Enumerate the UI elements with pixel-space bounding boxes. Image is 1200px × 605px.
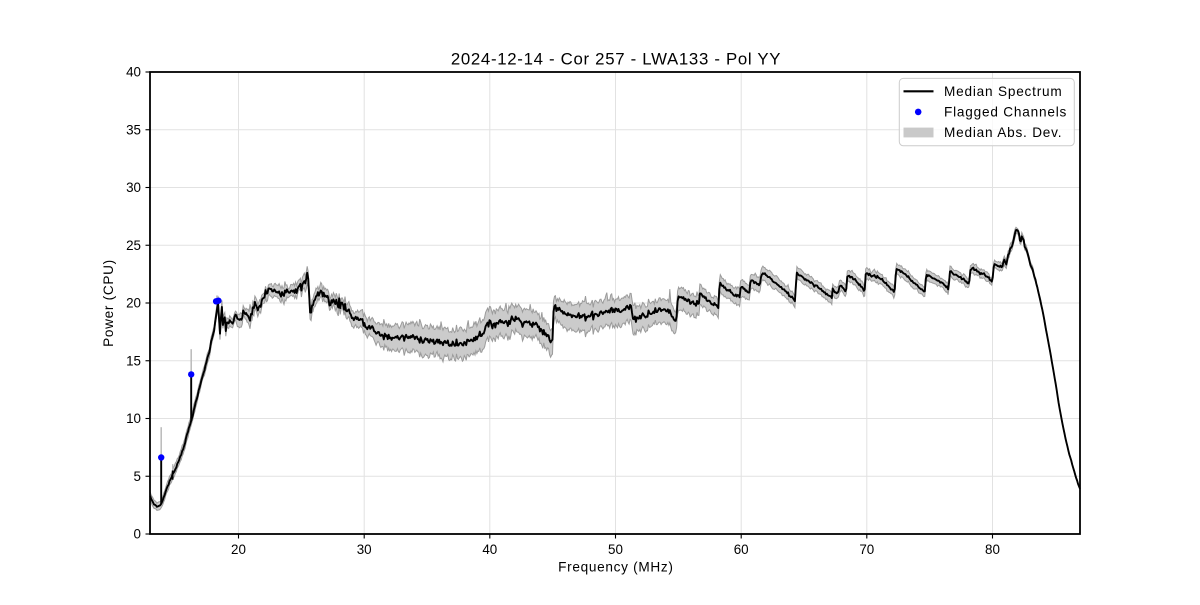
svg-text:50: 50: [608, 542, 623, 557]
svg-text:20: 20: [126, 296, 141, 311]
svg-text:Median Abs. Dev.: Median Abs. Dev.: [944, 125, 1062, 140]
svg-text:0: 0: [134, 527, 141, 542]
svg-text:20: 20: [231, 542, 246, 557]
svg-text:40: 40: [482, 542, 497, 557]
svg-text:Frequency (MHz): Frequency (MHz): [558, 560, 674, 575]
svg-text:15: 15: [126, 353, 141, 368]
svg-text:Flagged Channels: Flagged Channels: [944, 105, 1067, 120]
svg-text:70: 70: [859, 542, 874, 557]
svg-text:Power (CPU): Power (CPU): [101, 259, 116, 347]
svg-text:35: 35: [126, 122, 141, 137]
svg-text:25: 25: [126, 238, 141, 253]
svg-text:5: 5: [134, 469, 141, 484]
svg-text:Median Spectrum: Median Spectrum: [944, 84, 1063, 99]
svg-text:2024-12-14 - Cor 257 - LWA133: 2024-12-14 - Cor 257 - LWA133 - Pol YY: [451, 50, 781, 69]
svg-text:80: 80: [985, 542, 1000, 557]
svg-text:30: 30: [126, 180, 141, 195]
svg-text:40: 40: [126, 65, 141, 80]
svg-text:10: 10: [126, 411, 141, 426]
svg-text:30: 30: [357, 542, 372, 557]
svg-text:60: 60: [734, 542, 749, 557]
